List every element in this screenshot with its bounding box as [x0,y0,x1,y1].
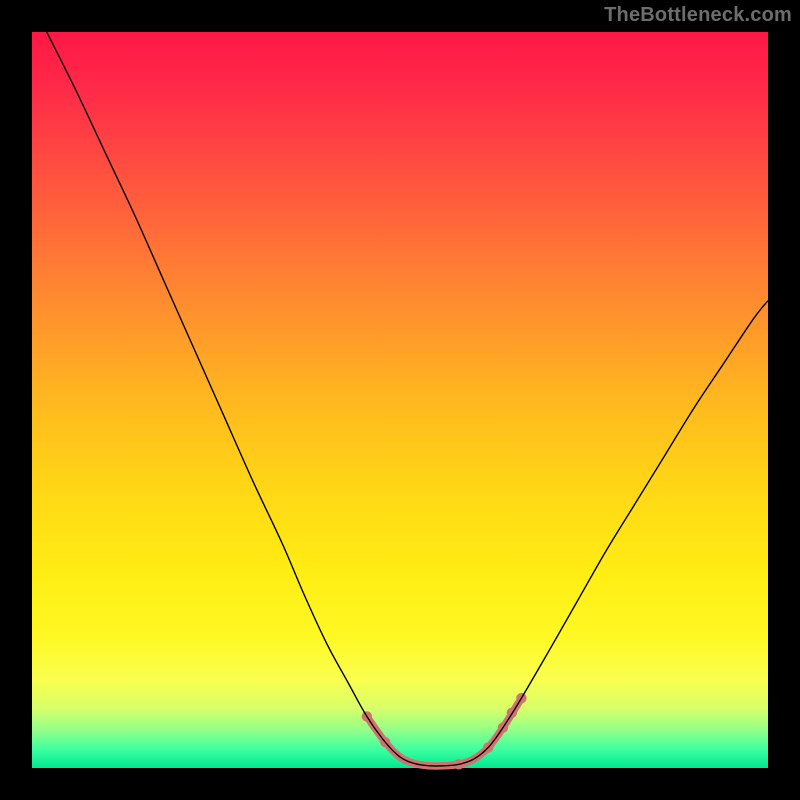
plot-background [32,32,768,768]
watermark-text: TheBottleneck.com [604,4,792,27]
chart-frame: TheBottleneck.com [0,0,800,800]
bottleneck-chart [0,0,800,800]
